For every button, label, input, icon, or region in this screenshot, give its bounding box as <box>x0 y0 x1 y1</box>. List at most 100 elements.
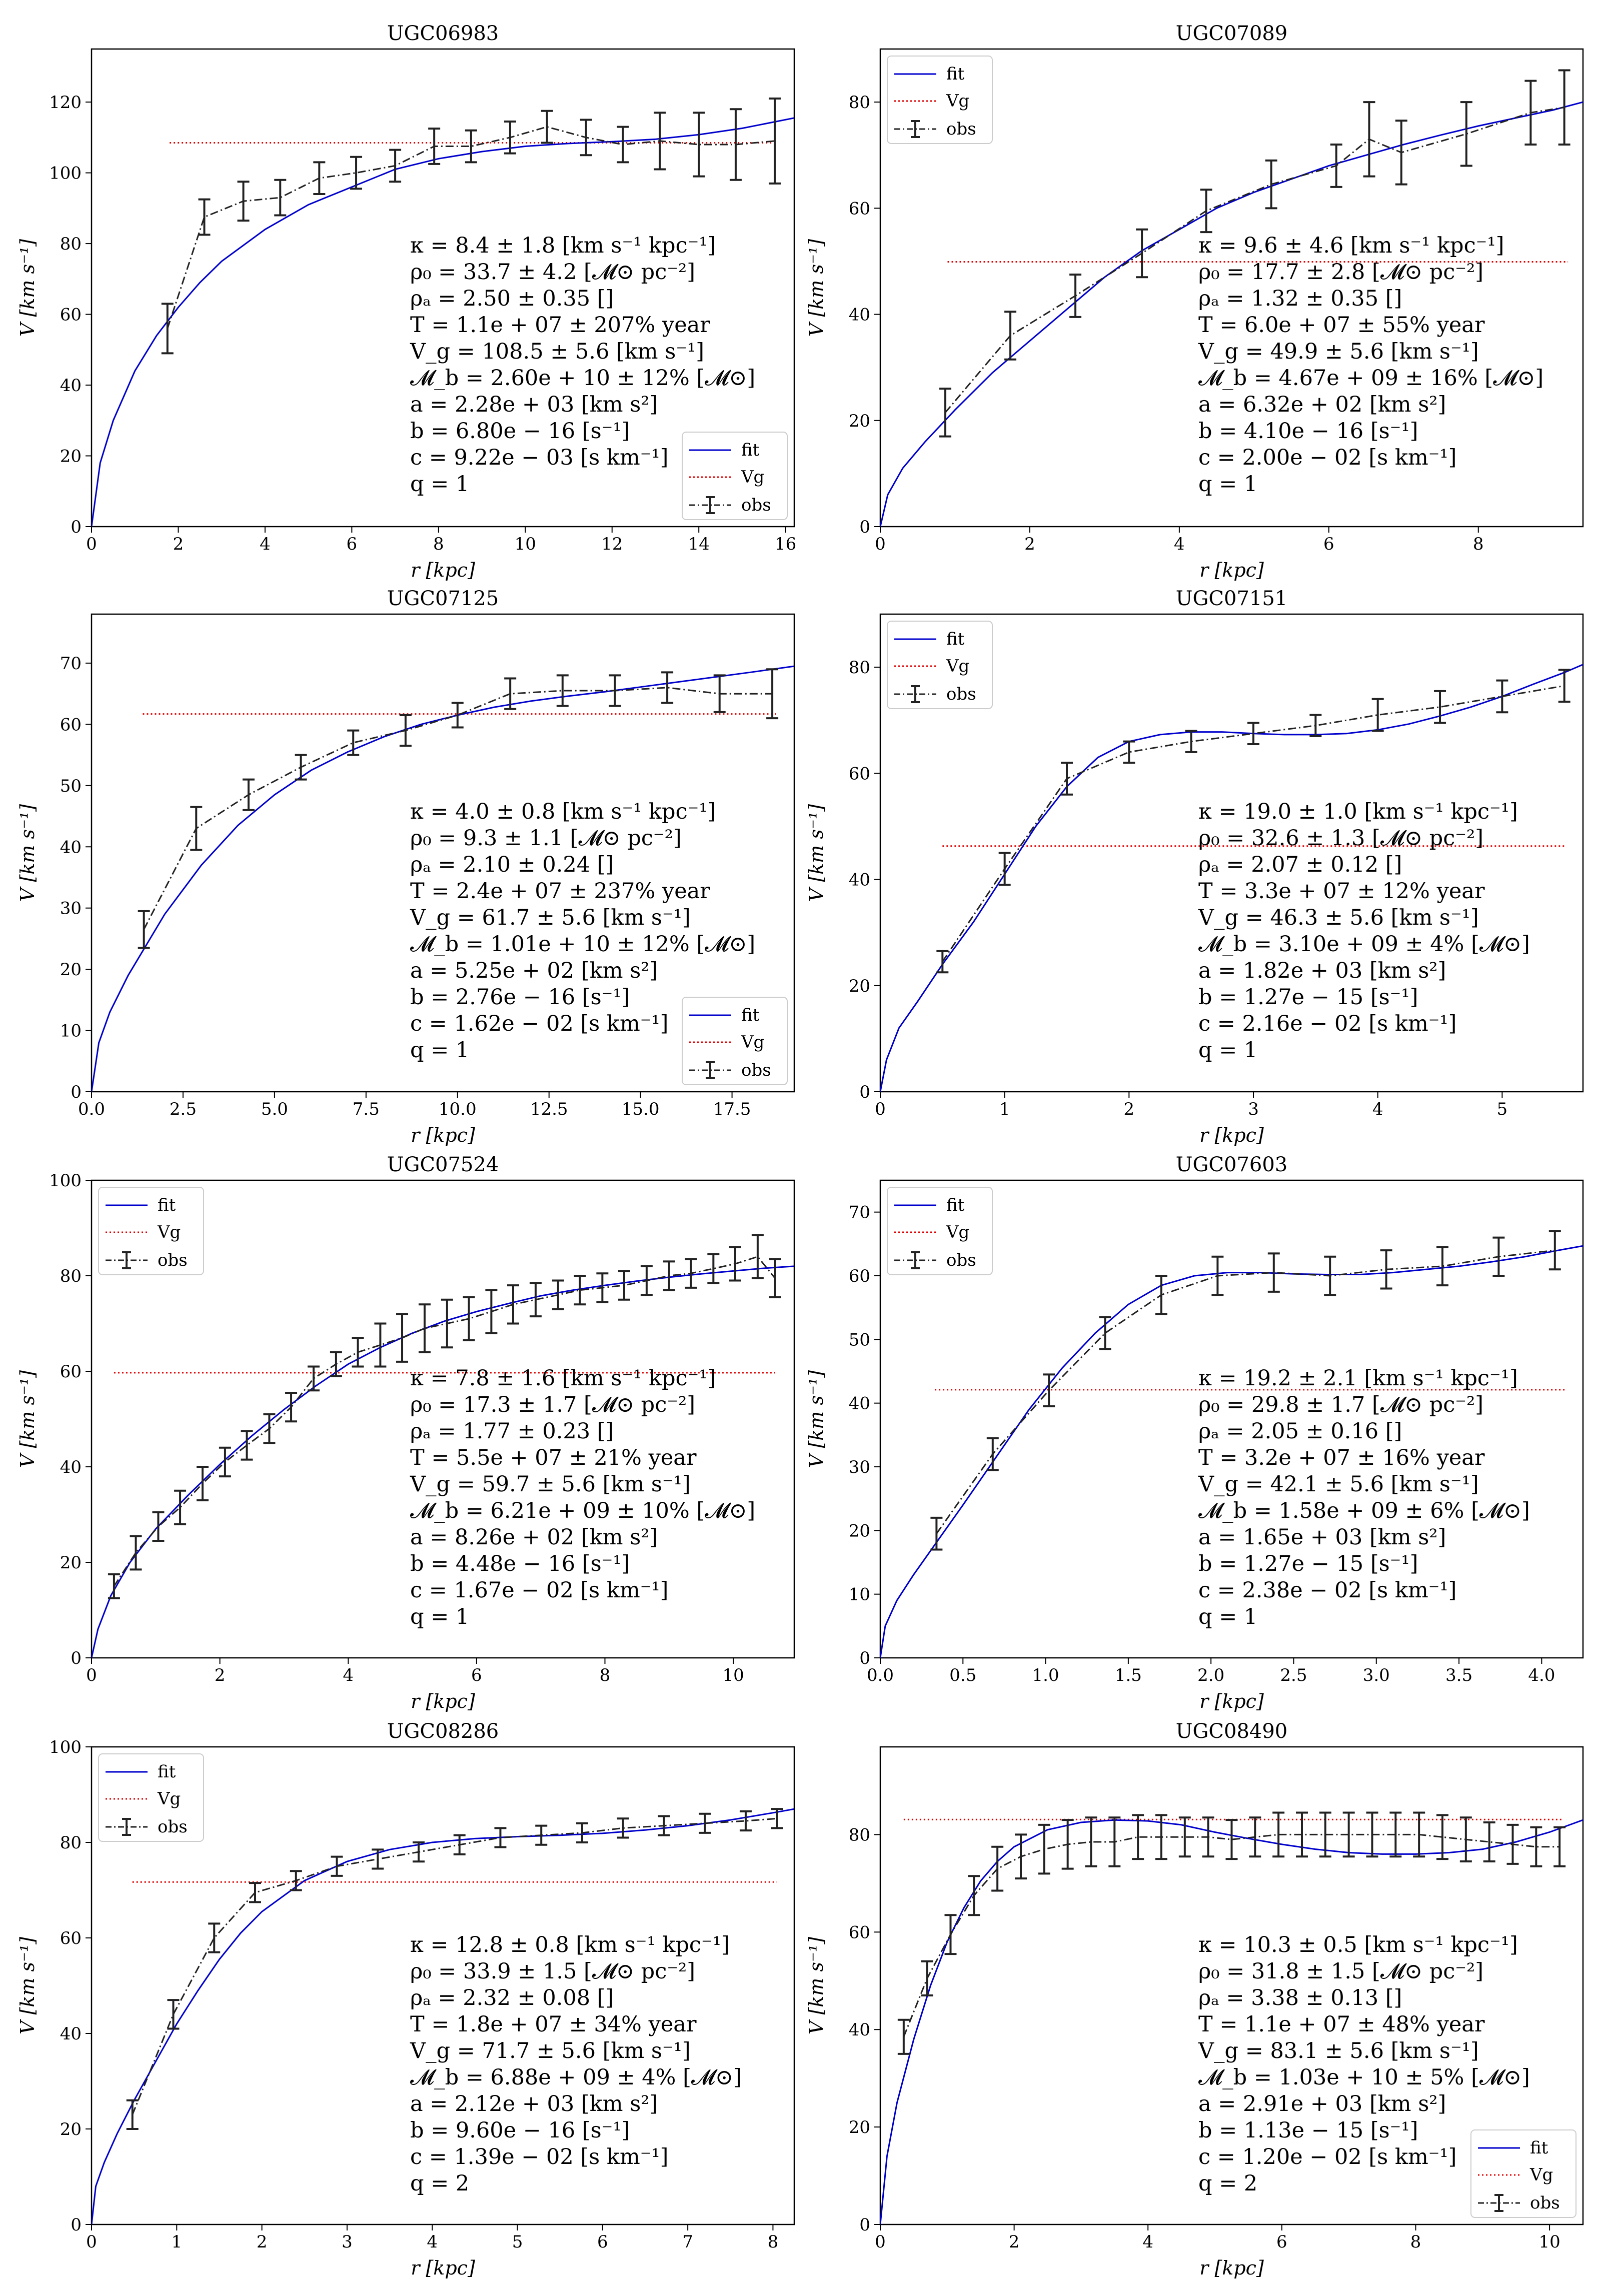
chart2-xtick-label-3: 6 <box>1323 534 1334 554</box>
chart1-obs-errorbar-14 <box>693 112 705 178</box>
chart6-xtick-label-3: 1.5 <box>1115 1665 1142 1685</box>
chart2-obs-errorbar-6 <box>1330 144 1342 188</box>
chart4-param-2: ρₐ = 2.07 ± 0.12 [] <box>1198 852 1402 877</box>
chart7-param-1: ρ₀ = 33.9 ± 1.5 [𝓜⊙ pc⁻²] <box>410 1959 695 1984</box>
chart8-param-0: κ = 10.3 ± 0.5 [km s⁻¹ kpc⁻¹] <box>1198 1932 1518 1957</box>
chart5-param-2: ρₐ = 1.77 ± 0.23 [] <box>410 1419 614 1444</box>
chart1-ytick-label-1: 20 <box>60 447 82 467</box>
chart2-xlabel: r [kpc] <box>1199 559 1264 581</box>
chart8-param-3: T = 1.1e + 07 ± 48% year <box>1198 2012 1485 2037</box>
chart2-legend-obs-label: obs <box>946 119 976 139</box>
chart1-panel: UGC06983 0 2 4 6 8 10 12 14 16 0 20 40 60 80 100 120 r [k… <box>17 22 796 581</box>
chart3-legend: fit Vg obs <box>682 997 788 1085</box>
chart4-xlabel: r [kpc] <box>1199 1124 1264 1146</box>
chart1-legend-vg-label: Vg <box>741 467 764 487</box>
chart2-legend-box <box>887 56 993 144</box>
chart5-legend-box <box>98 1187 204 1275</box>
chart6-obs-errorbar-10 <box>1492 1236 1505 1277</box>
chart1-ytick-label-3: 60 <box>60 305 82 325</box>
chart5-frame <box>91 1179 795 1659</box>
chart8-legend-obs-swatch <box>1478 2194 1520 2212</box>
chart7-ytick-label-2: 40 <box>60 2024 82 2044</box>
chart6-frame <box>879 1179 1584 1659</box>
chart3-ytick-label-7: 70 <box>60 654 82 674</box>
chart2-xtick-label-0: 0 <box>875 534 886 554</box>
chart2-obs-errorbar-4 <box>1200 189 1212 234</box>
chart4-obs-errorbar-6 <box>1309 714 1322 738</box>
chart1-obs-errorbar-10 <box>541 110 553 144</box>
chart5-param-5: 𝓜_b = 6.21e + 09 ± 10% [𝓜⊙] <box>410 1498 755 1523</box>
chart5-obs-errorbar-8 <box>285 1391 298 1423</box>
chart2-obs-errorbar-0 <box>939 388 952 438</box>
chart5-obs-errorbar-3 <box>174 1489 187 1525</box>
chart2-ytick-label-3: 60 <box>849 199 870 219</box>
chart6-ylabel: V [km s⁻¹] <box>805 1370 827 1468</box>
chart7-obs-errorbar-11 <box>576 1822 588 1843</box>
chart8-obs-errorbar-5 <box>1015 1833 1027 1880</box>
chart8-panel: UGC08490 0 2 4 6 8 10 0 20 40 60 80 r [kpc] V [km s⁻¹… <box>805 1720 1584 2279</box>
chart1-param-1: ρ₀ = 33.7 ± 4.2 [𝓜⊙ pc⁻²] <box>410 260 695 285</box>
chart4-param-8: c = 2.16e − 02 [s km⁻¹] <box>1198 1011 1456 1036</box>
chart3-obs-errorbar-5 <box>399 714 412 747</box>
chart4-param-4: V_g = 46.3 ± 5.6 [km s⁻¹] <box>1198 905 1479 930</box>
chart6-param-1: ρ₀ = 29.8 ± 1.7 [𝓜⊙ pc⁻²] <box>1198 1392 1483 1417</box>
chart6-xtick-label-4: 2.0 <box>1197 1665 1224 1685</box>
chart8-obs-errorbar-27 <box>1530 1826 1542 1867</box>
chart8-ytick-label-1: 20 <box>849 2117 870 2137</box>
chart5-ytick-label-5: 100 <box>49 1171 82 1191</box>
chart2-ytick-label-4: 80 <box>849 93 870 113</box>
chart8-ylabel: V [km s⁻¹] <box>805 1937 827 2034</box>
chart4-ytick-label-2: 40 <box>849 870 870 890</box>
chart8-obs-errorbar-1 <box>921 1960 933 1996</box>
chart5-ylabel: V [km s⁻¹] <box>17 1370 39 1468</box>
chart4-obs-errorbar-9 <box>1496 679 1508 714</box>
chart2-obs-errorbar-5 <box>1265 159 1277 210</box>
chart4-obs-errorbar-0 <box>936 950 949 974</box>
chart3-obs-errorbar-2 <box>242 778 255 811</box>
chart5-obs-errorbar-28 <box>729 1246 741 1282</box>
chart1-legend-fit-label: fit <box>741 440 760 460</box>
chart8-obs-errorbar-22 <box>1413 1811 1425 1858</box>
chart2-ytick-label-2: 40 <box>849 305 870 325</box>
chart2-param-0: κ = 9.6 ± 4.6 [km s⁻¹ kpc⁻¹] <box>1198 233 1504 258</box>
chart6-xtick-label-0: 0.0 <box>867 1665 894 1685</box>
chart2-param-3: T = 6.0e + 07 ± 55% year <box>1198 313 1485 338</box>
chart8-obs-errorbar-0 <box>897 2018 910 2055</box>
chart1-xtick-label-5: 10 <box>515 534 536 554</box>
chart6-obs-errorbar-3 <box>1099 1316 1111 1350</box>
chart1-obs-errorbar-4 <box>313 161 326 196</box>
chart1-param-7: b = 6.80e − 16 [s⁻¹] <box>410 419 630 444</box>
chart1-xtick-label-6: 12 <box>601 534 623 554</box>
chart1-obs-errorbar-9 <box>504 121 516 155</box>
chart1-ytick-label-2: 40 <box>60 376 82 396</box>
chart8-ytick-label-3: 60 <box>849 1922 870 1942</box>
chart2-obs-errorbar-8 <box>1395 120 1407 186</box>
chart1-legend: fit Vg obs <box>682 432 788 520</box>
chart7-title: UGC08286 <box>387 1720 499 1743</box>
chart6-ytick-label-3: 30 <box>849 1457 870 1477</box>
chart4-xtick-label-2: 2 <box>1124 1099 1135 1119</box>
chart8-xtick-label-3: 6 <box>1276 2232 1287 2252</box>
chart1-title: UGC06983 <box>387 22 499 45</box>
chart3-obs-errorbar-0 <box>138 910 150 949</box>
chart8-obs-errorbar-7 <box>1061 1819 1074 1870</box>
chart5-obs-errorbar-22 <box>596 1272 609 1303</box>
chart6-obs-errorbar-2 <box>1043 1373 1055 1408</box>
chart8-obs-errorbar-2 <box>944 1914 957 1955</box>
chart7-xtick-label-6: 6 <box>597 2232 608 2252</box>
chart3-param-8: c = 1.62e − 02 [s km⁻¹] <box>410 1011 668 1036</box>
chart3-ytick-label-2: 20 <box>60 960 82 980</box>
chart6-xlabel: r [kpc] <box>1199 1690 1264 1712</box>
chart8-param-1: ρ₀ = 31.8 ± 1.5 [𝓜⊙ pc⁻²] <box>1198 1959 1483 1984</box>
chart3-xtick-label-6: 15.0 <box>622 1099 660 1119</box>
chart2-xtick-label-1: 2 <box>1024 534 1035 554</box>
chart6-obs-errorbar-1 <box>986 1437 999 1471</box>
chart1-obs-errorbar-0 <box>161 303 174 355</box>
chart4-ytick-label-3: 60 <box>849 764 870 784</box>
chart1-xtick-label-0: 0 <box>86 534 97 554</box>
chart3-obs-errorbar-9 <box>609 674 621 707</box>
chart4-obs-errorbar-5 <box>1247 722 1260 745</box>
chart2-param-9: q = 1 <box>1198 472 1257 497</box>
chart8-xtick-label-2: 4 <box>1142 2232 1153 2252</box>
